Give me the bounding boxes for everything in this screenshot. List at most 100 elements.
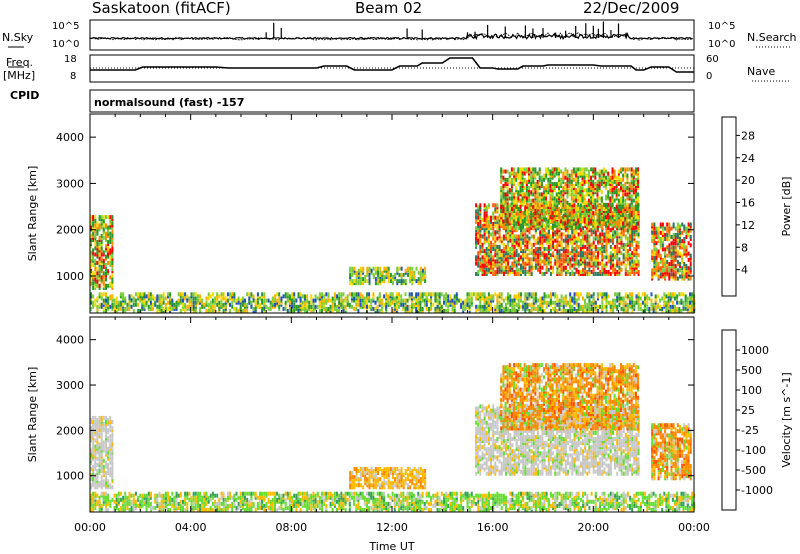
echo-cell	[562, 232, 565, 237]
echo-cell	[689, 302, 691, 307]
echo-cell	[479, 244, 482, 249]
echo-cell	[113, 298, 116, 303]
echo-cell	[538, 221, 541, 226]
echo-cell	[622, 173, 625, 178]
echo-cell	[90, 258, 92, 263]
echo-cell	[111, 273, 114, 278]
echo-cell	[605, 202, 607, 207]
echo-cell	[519, 173, 522, 178]
echo-cell	[614, 267, 617, 272]
echo-cell	[592, 221, 595, 226]
echo-cell	[630, 171, 633, 176]
echo-cell	[590, 192, 593, 197]
echo-cell	[622, 261, 625, 266]
echo-cell	[530, 167, 533, 172]
echo-cell	[551, 186, 554, 191]
echo-cell	[229, 302, 231, 307]
echo-cell	[517, 294, 520, 299]
echo-cell	[389, 300, 392, 305]
echo-cell	[685, 226, 688, 231]
echo-cell	[374, 270, 377, 275]
echo-cell	[556, 232, 559, 237]
echo-cell	[508, 175, 511, 180]
echo-cell	[601, 238, 604, 243]
echo-cell	[575, 302, 578, 307]
echo-cell	[509, 298, 512, 303]
echo-cell	[584, 272, 587, 276]
echo-cell	[507, 234, 510, 239]
echo-cell	[630, 207, 633, 211]
echo-cell	[682, 306, 685, 311]
echo-cell	[614, 302, 617, 307]
echo-cell	[502, 221, 505, 226]
echo-cell	[537, 255, 540, 260]
echo-cell	[190, 294, 193, 299]
echo-cell	[331, 304, 334, 309]
echo-cell	[664, 264, 667, 269]
echo-cell	[669, 292, 672, 297]
echo-cell	[323, 298, 326, 303]
echo-cell	[586, 306, 589, 311]
echo-cell	[615, 204, 618, 209]
echo-cell	[455, 296, 458, 301]
echo-cell	[525, 223, 528, 228]
echo-cell	[421, 309, 424, 313]
echo-cell	[517, 211, 520, 216]
echo-cell	[584, 251, 587, 256]
echo-cell	[297, 304, 300, 309]
echo-cell	[575, 169, 578, 174]
echo-cell	[592, 215, 595, 220]
echo-cell	[611, 188, 614, 193]
echo-cell	[149, 296, 152, 301]
echo-cell	[674, 239, 677, 244]
echo-cell	[250, 300, 253, 305]
echo-cell	[419, 275, 422, 279]
echo-cell	[494, 292, 497, 297]
echo-cell	[96, 242, 99, 247]
echo-cell	[385, 266, 388, 271]
echo-cell	[509, 269, 512, 274]
echo-cell	[130, 294, 133, 299]
echo-cell	[598, 207, 601, 211]
echo-cell	[199, 300, 202, 305]
echo-cell	[498, 257, 501, 262]
echo-cell	[637, 244, 640, 249]
echo-cell	[568, 219, 571, 224]
echo-cell	[635, 222, 638, 226]
echo-cell	[612, 259, 614, 264]
echo-cell	[90, 254, 92, 259]
echo-cell	[291, 304, 294, 309]
echo-cell	[670, 241, 673, 246]
echo-cell	[359, 266, 362, 271]
echo-cell	[111, 248, 114, 253]
echo-cell	[475, 232, 478, 237]
echo-cell	[528, 257, 531, 262]
echo-cell	[507, 253, 510, 258]
echo-cell	[436, 300, 439, 305]
echo-cell	[549, 236, 552, 241]
echo-cell	[607, 300, 610, 305]
echo-cell	[528, 236, 531, 241]
echo-cell	[667, 294, 670, 299]
echo-cell	[664, 262, 667, 266]
echo-cell	[483, 203, 486, 208]
echo-cell	[672, 232, 675, 237]
echo-cell	[102, 219, 105, 224]
echo-cell	[504, 225, 507, 230]
echo-cell	[184, 302, 187, 307]
echo-cell	[571, 207, 574, 212]
echo-cell	[547, 251, 550, 256]
echo-cell	[679, 245, 681, 250]
echo-cell	[554, 302, 557, 307]
echo-cell	[94, 462, 97, 467]
echo-cell	[504, 202, 507, 207]
echo-cell	[532, 306, 535, 311]
echo-cell	[378, 292, 381, 297]
echo-cell	[96, 267, 99, 272]
echo-cell	[502, 269, 505, 274]
echo-cell	[383, 302, 386, 307]
echo-cell	[224, 302, 227, 307]
echo-cell	[685, 274, 688, 279]
echo-cell	[372, 294, 375, 299]
echo-cell	[186, 296, 189, 301]
